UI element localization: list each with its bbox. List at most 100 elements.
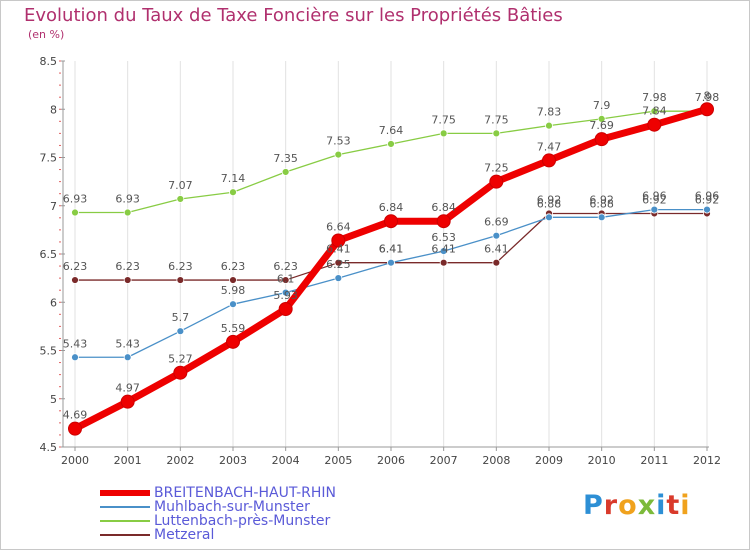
x-tick-label: 2001 <box>114 454 142 467</box>
x-tick-label: 2005 <box>324 454 352 467</box>
data-label: 6.1 <box>277 273 295 286</box>
x-tick-label: 2010 <box>588 454 616 467</box>
data-point <box>542 153 556 168</box>
data-point <box>387 140 395 148</box>
data-label: 7.69 <box>589 119 614 132</box>
data-point <box>71 208 79 217</box>
logo-letter: x <box>637 490 657 521</box>
data-point <box>650 205 659 214</box>
data-point <box>173 365 188 380</box>
data-point <box>71 276 79 284</box>
data-point <box>700 102 714 117</box>
data-label: 6.41 <box>484 243 509 256</box>
legend-swatch-luttenbach <box>100 520 150 522</box>
data-point <box>439 129 448 138</box>
legend-item-muhlbach: Muhlbach-sur-Munster <box>100 499 336 515</box>
legend-item-luttenbach: Luttenbach-près-Munster <box>100 513 336 529</box>
x-tick-label: 2008 <box>482 454 510 467</box>
data-point <box>334 274 343 283</box>
data-label: 7.98 <box>642 91 667 104</box>
data-label: 7.9 <box>593 99 611 112</box>
data-label: 6.41 <box>379 243 404 256</box>
data-label: 6.92 <box>589 193 614 206</box>
data-point <box>176 327 185 336</box>
data-label: 4.69 <box>63 409 88 422</box>
data-label: 6.96 <box>642 190 667 203</box>
data-point <box>439 247 448 256</box>
data-label: 6.92 <box>695 193 720 206</box>
data-label: 7.75 <box>484 113 509 126</box>
data-point <box>331 233 346 248</box>
axes: 4.5 5 5.5 6 6.5 7 7.5 8 8.5 2000 2001 2002 2003 2004 2… <box>40 55 722 467</box>
y-tick-label: 8 <box>50 103 57 116</box>
logo-letter: P <box>583 490 604 521</box>
data-label: 6.23 <box>63 260 88 273</box>
data-point <box>492 258 501 267</box>
data-point <box>123 208 132 217</box>
data-point <box>334 150 343 159</box>
data-point <box>439 258 448 267</box>
data-point <box>281 168 290 176</box>
data-label: 5.27 <box>168 353 193 366</box>
grid <box>74 61 708 447</box>
data-label: 7.53 <box>326 135 351 148</box>
proxiti-logo: Proxiti <box>583 490 691 521</box>
x-tick-label: 2004 <box>272 454 300 467</box>
data-point <box>545 213 553 222</box>
data-point <box>384 214 398 229</box>
legend-label-breitenbach: BREITENBACH-HAUT-RHIN <box>154 485 336 501</box>
data-label: 6.23 <box>221 260 246 273</box>
data-point <box>597 213 606 222</box>
data-label: 6.53 <box>431 231 456 244</box>
data-point <box>650 107 659 116</box>
data-point <box>229 300 237 309</box>
y-tick-label: 7.5 <box>40 152 58 165</box>
data-label: 7.07 <box>168 179 193 192</box>
data-point <box>123 276 132 284</box>
data-point <box>176 276 185 284</box>
data-point <box>281 276 290 284</box>
data-label: 7.25 <box>484 162 509 175</box>
data-label: 6.25 <box>326 258 351 271</box>
logo-letter: i <box>680 490 691 521</box>
data-label: 7.14 <box>221 172 246 185</box>
data-point <box>489 174 504 189</box>
data-point <box>229 276 237 284</box>
legend-label-luttenbach: Luttenbach-près-Munster <box>154 513 331 529</box>
data-labels: 6.23 6.23 6.23 6.23 6.23 6.41 6.41 6.41 6.41 6.92… <box>63 89 720 421</box>
series-group <box>68 102 714 436</box>
data-label: 6.69 <box>484 216 509 229</box>
legend: BREITENBACH-HAUT-RHIN Muhlbach-sur-Munst… <box>100 485 336 543</box>
data-point <box>597 115 606 123</box>
data-label: 6.23 <box>115 260 140 273</box>
data-label: 7.98 <box>695 91 720 104</box>
y-tick-label: 5.5 <box>40 345 58 358</box>
data-label: 6.93 <box>115 193 140 206</box>
data-point <box>229 188 237 197</box>
data-label: 6.84 <box>379 201 404 214</box>
y-tick-label: 5 <box>50 393 57 406</box>
data-label: 5.43 <box>63 337 88 350</box>
data-label: 8 <box>704 89 711 102</box>
data-label: 6.92 <box>537 193 562 206</box>
data-label: 7.83 <box>537 106 562 119</box>
data-point <box>647 117 662 132</box>
data-label: 6.23 <box>273 260 298 273</box>
y-tick-label: 4.5 <box>40 441 58 454</box>
x-tick-label: 2011 <box>640 454 668 467</box>
logo-letter: o <box>618 490 638 521</box>
x-tick-label: 2003 <box>219 454 247 467</box>
data-label: 5.43 <box>115 337 140 350</box>
logo-letter: t <box>666 490 681 521</box>
x-tick-label: 2012 <box>693 454 721 467</box>
y-tick-label: 6.5 <box>40 248 58 261</box>
legend-swatch-breitenbach <box>100 490 150 496</box>
data-point <box>71 353 79 362</box>
x-tick-label: 2006 <box>377 454 405 467</box>
legend-item-breitenbach: BREITENBACH-HAUT-RHIN <box>100 485 336 501</box>
data-label: 6.88 <box>537 197 562 210</box>
y-tick-label: 8.5 <box>40 55 58 68</box>
legend-swatch-muhlbach <box>100 506 150 508</box>
